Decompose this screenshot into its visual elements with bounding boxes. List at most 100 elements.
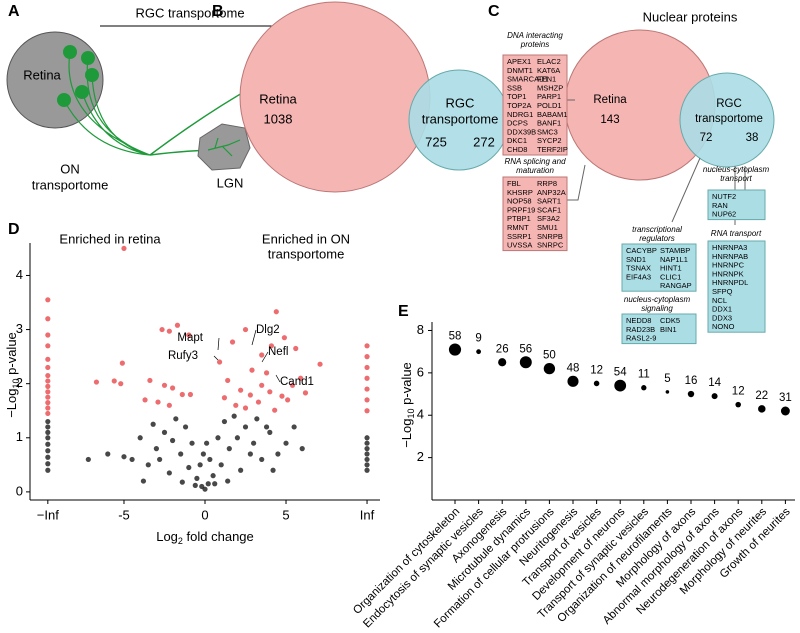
protein-box (621, 313, 697, 345)
point (155, 399, 161, 405)
point (281, 335, 287, 341)
venn-count: 1038 (264, 111, 293, 126)
point (285, 397, 291, 403)
point (364, 467, 370, 473)
group-title: transport (720, 174, 752, 183)
count-label: 54 (614, 367, 627, 379)
dot (519, 356, 532, 369)
point (299, 446, 305, 452)
point (255, 399, 262, 405)
lgn-terminals (207, 137, 241, 157)
protein-name: SF3A2 (537, 214, 560, 223)
point (45, 383, 51, 389)
protein-name: NUTF2 (712, 192, 736, 201)
protein-name: DDX3 (712, 313, 732, 322)
point (45, 394, 51, 400)
y-tick-label: 2 (417, 449, 424, 464)
point (249, 367, 255, 373)
point (166, 328, 172, 334)
label-leader (213, 355, 219, 361)
point (364, 462, 370, 468)
y-tick-label: 0 (16, 483, 23, 498)
point (45, 372, 51, 379)
point (364, 354, 370, 360)
point (45, 454, 51, 460)
count-label: 50 (543, 350, 556, 362)
point (45, 467, 51, 473)
point (226, 446, 232, 452)
y-axis-label-rest: p-value (4, 332, 19, 378)
point (145, 462, 151, 468)
protein-name: FBL (507, 179, 521, 188)
y-axis-label-sub: 10 (11, 378, 21, 388)
point (118, 381, 124, 387)
y-tick-label: 8 (417, 322, 424, 337)
y-axis-label: −Log10 p-value (399, 362, 416, 448)
point (187, 391, 194, 398)
group-title: RNA transport (711, 229, 762, 238)
count-label: 16 (685, 375, 698, 387)
protein-name: DCPS (507, 119, 528, 128)
y-tick-label: 4 (417, 407, 424, 422)
dot (735, 401, 741, 408)
point (169, 385, 176, 391)
point (147, 377, 153, 384)
protein-name: FEN1 (537, 75, 556, 84)
point (302, 390, 309, 396)
point (45, 405, 51, 411)
point (45, 410, 51, 417)
point (272, 407, 278, 413)
dot (687, 390, 695, 398)
lgn-label: LGN (217, 175, 244, 190)
protein-name: KHSRP (507, 188, 533, 197)
protein-box (707, 189, 766, 221)
point (233, 402, 239, 408)
point (247, 451, 253, 457)
count-label: 12 (732, 386, 745, 398)
point (364, 456, 370, 463)
point (263, 424, 270, 430)
point (178, 451, 184, 457)
venn-count: 143 (600, 114, 619, 126)
panel-label: D (8, 221, 20, 238)
point (283, 440, 289, 446)
x-tick-label: 5 (282, 507, 289, 522)
venn-label: Retina (593, 94, 627, 106)
label-leader (261, 351, 269, 363)
point (105, 451, 111, 457)
protein-name: HINT1 (660, 264, 682, 273)
venn-label: transportome (695, 113, 763, 125)
annotation: Enriched in ON (262, 231, 350, 246)
protein-name: BIN1 (660, 325, 677, 334)
point (216, 359, 223, 365)
venn-label: RGC (716, 98, 742, 110)
point (182, 424, 189, 430)
protein-name: HNRNPK (712, 269, 744, 278)
point (268, 343, 275, 349)
point (234, 435, 241, 441)
dot (665, 390, 670, 394)
point (364, 435, 370, 441)
protein-name: SYCP2 (537, 136, 562, 145)
point (121, 245, 127, 252)
panel-label: E (398, 303, 409, 320)
protein-name: HNRNPDL (712, 278, 748, 287)
point (204, 440, 210, 446)
protein-name: HNRNPC (712, 261, 745, 270)
retina-label: Retina (23, 67, 61, 82)
point (85, 456, 91, 463)
protein-name: CHD8 (507, 145, 527, 154)
lgn-shape (197, 123, 251, 171)
point (364, 408, 370, 414)
y-tick-label: 1 (16, 429, 23, 444)
point (45, 461, 51, 467)
protein-box (707, 240, 766, 333)
protein-name: HNRNPAB (712, 252, 748, 261)
y-axis-label-text: −Log (4, 388, 19, 417)
point (221, 418, 228, 425)
point (259, 352, 265, 358)
venn-count: 72 (700, 132, 713, 144)
point (179, 391, 185, 398)
point (199, 483, 205, 490)
protein-name: CLIC1 (660, 272, 681, 281)
